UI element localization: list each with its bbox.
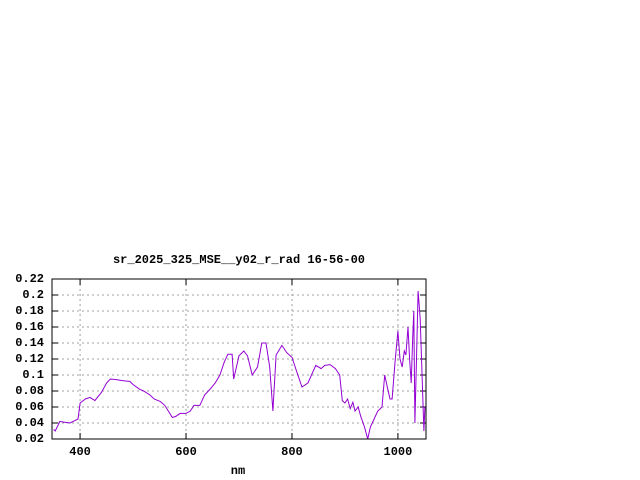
y-tick-label: 0.18 [15,304,44,318]
y-tick-label: 0.04 [15,416,44,430]
plot-frame [51,278,427,440]
x-tick-label: 400 [69,445,91,459]
y-tick-label: 0.06 [15,400,44,414]
y-tick-label: 0.08 [15,384,44,398]
y-tick-label: 0.02 [15,432,44,446]
y-tick-label: 0.12 [15,352,44,366]
x-tick-label: 600 [175,445,197,459]
y-tick-label: 0.14 [15,336,44,350]
y-tick-label: 0.1 [22,368,44,382]
x-axis-label: nm [231,464,245,478]
y-tick-label: 0.2 [22,288,44,302]
x-tick-label: 800 [281,445,303,459]
chart-title: sr_2025_325_MSE__y02_r_rad 16-56-00 [113,253,365,267]
data-line [53,290,426,440]
x-tick-label: 1000 [384,445,413,459]
y-tick-label: 0.16 [15,320,44,334]
y-tick-label: 0.22 [15,272,44,286]
